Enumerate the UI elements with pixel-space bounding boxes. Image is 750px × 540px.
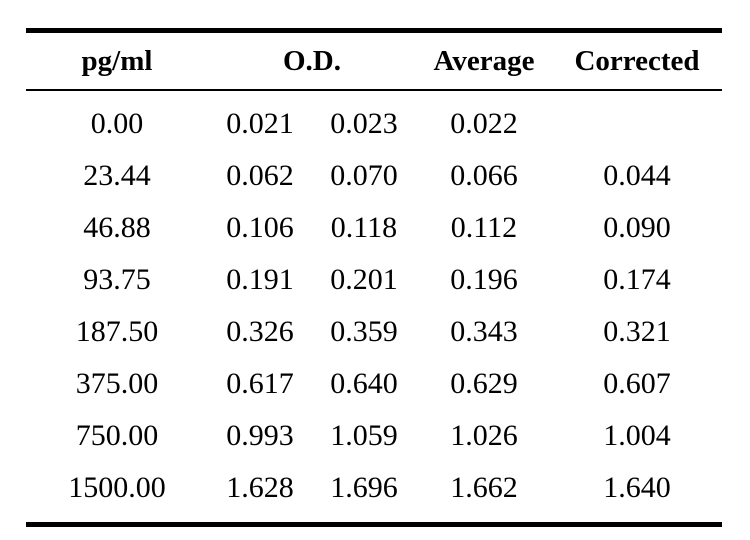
cell-average: 1.026 — [450, 419, 518, 452]
table-row: 1500.00 1.628 1.696 1.662 1.640 — [26, 462, 722, 514]
cell-od-2: 0.023 — [330, 107, 398, 140]
table-bottom-rule — [26, 522, 722, 527]
cell-average: 0.196 — [450, 263, 518, 296]
cell-pg-ml: 23.44 — [83, 159, 151, 192]
table-top-rule — [26, 28, 722, 33]
table-row: 93.75 0.191 0.201 0.196 0.174 — [26, 254, 722, 306]
cell-corrected: 1.004 — [603, 419, 671, 452]
table-row: 750.00 0.993 1.059 1.026 1.004 — [26, 410, 722, 462]
cell-od-2: 1.696 — [330, 471, 398, 504]
cell-od-1: 0.326 — [226, 315, 294, 348]
cell-od-1: 0.106 — [226, 211, 294, 244]
cell-od-1: 0.021 — [226, 107, 294, 140]
cell-average: 0.066 — [450, 159, 518, 192]
cell-average: 0.112 — [450, 211, 518, 244]
header-pg-ml: pg/ml — [81, 44, 153, 77]
cell-od-1: 1.628 — [226, 471, 294, 504]
cell-od-2: 0.070 — [330, 159, 398, 192]
cell-od-2: 0.118 — [330, 211, 398, 244]
cell-od-2: 0.640 — [330, 367, 398, 400]
cell-corrected: 0.321 — [603, 315, 671, 348]
cell-corrected: 0.090 — [603, 211, 671, 244]
cell-od-1: 0.617 — [226, 367, 294, 400]
cell-corrected: 0.607 — [603, 367, 671, 400]
header-od: O.D. — [283, 44, 341, 77]
cell-od-1: 0.191 — [226, 263, 294, 296]
header-average: Average — [433, 44, 535, 77]
cell-od-1: 0.993 — [226, 419, 294, 452]
table-row: 187.50 0.326 0.359 0.343 0.321 — [26, 306, 722, 358]
cell-od-2: 1.059 — [330, 419, 398, 452]
cell-pg-ml: 1500.00 — [68, 471, 166, 504]
table-body: 0.00 0.021 0.023 0.022 23.44 0.062 0.070… — [26, 91, 722, 514]
cell-average: 0.629 — [450, 367, 518, 400]
cell-pg-ml: 750.00 — [75, 419, 159, 452]
cell-pg-ml: 93.75 — [83, 263, 151, 296]
cell-pg-ml: 187.50 — [75, 315, 159, 348]
header-corrected: Corrected — [574, 44, 700, 77]
table-row: 375.00 0.617 0.640 0.629 0.607 — [26, 358, 722, 410]
data-table: pg/ml O.D. Average Corrected 0.00 0.021 … — [26, 28, 722, 527]
table-row: 23.44 0.062 0.070 0.066 0.044 — [26, 150, 722, 202]
cell-od-1: 0.062 — [226, 159, 294, 192]
table-row: 0.00 0.021 0.023 0.022 — [26, 98, 722, 150]
cell-corrected: 0.044 — [603, 159, 671, 192]
cell-corrected: 1.640 — [603, 471, 671, 504]
cell-pg-ml: 375.00 — [75, 367, 159, 400]
cell-pg-ml: 0.00 — [90, 107, 144, 140]
cell-pg-ml: 46.88 — [83, 211, 151, 244]
table-row: 46.88 0.106 0.118 0.112 0.090 — [26, 202, 722, 254]
cell-od-2: 0.201 — [330, 263, 398, 296]
cell-average: 0.343 — [450, 315, 518, 348]
table-header-row: pg/ml O.D. Average Corrected — [26, 33, 722, 89]
cell-od-2: 0.359 — [330, 315, 398, 348]
table-header-rule — [26, 89, 722, 91]
cell-corrected: 0.174 — [603, 263, 671, 296]
cell-average: 0.022 — [450, 107, 518, 140]
cell-average: 1.662 — [450, 471, 518, 504]
